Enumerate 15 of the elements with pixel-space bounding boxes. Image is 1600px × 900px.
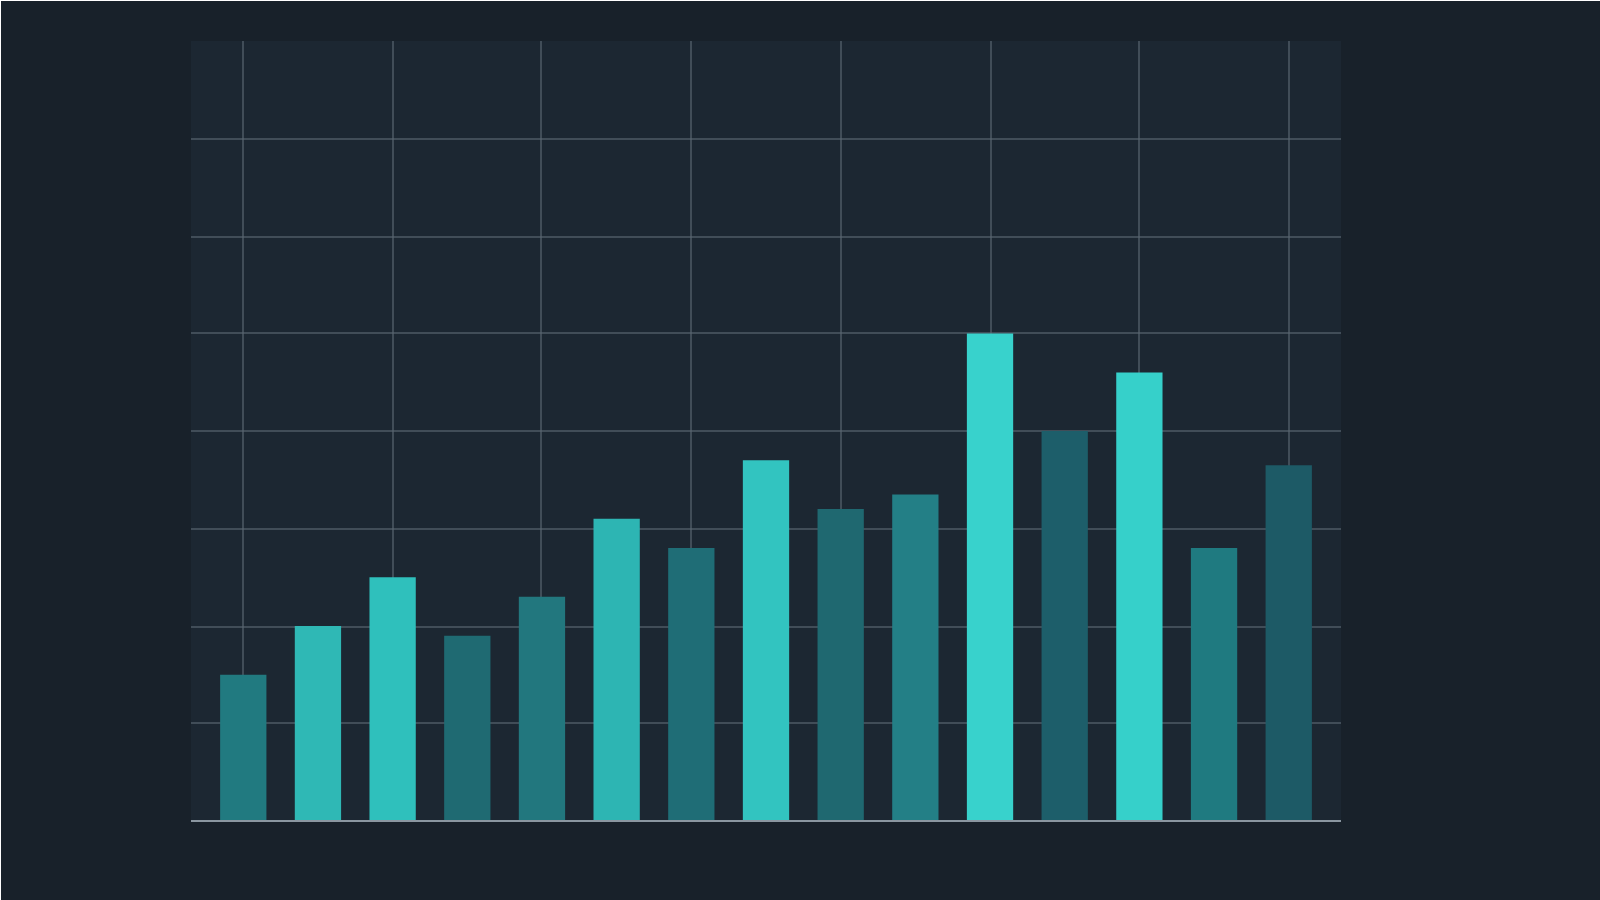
bar: [742, 460, 790, 821]
bar: [220, 674, 267, 821]
bar: [892, 494, 939, 821]
bar: [593, 518, 640, 821]
bar: [444, 635, 491, 821]
bar: [369, 577, 416, 821]
bar: [1041, 431, 1088, 821]
bar: [817, 509, 864, 821]
bar: [1265, 465, 1312, 821]
bar: [966, 333, 1014, 821]
bar: [518, 596, 566, 821]
bar: [1190, 548, 1238, 821]
bar: [1116, 372, 1163, 821]
bar: [668, 548, 715, 821]
bar: [294, 626, 342, 821]
